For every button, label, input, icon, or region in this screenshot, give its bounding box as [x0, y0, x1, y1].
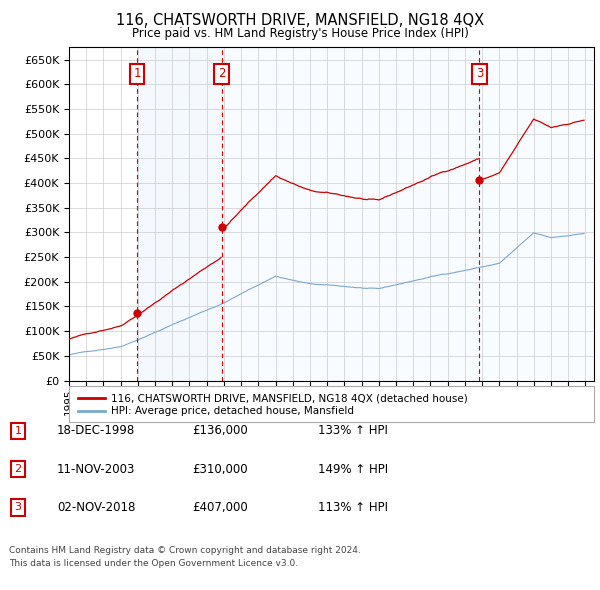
Bar	[137, 47, 221, 381]
Text: 1: 1	[133, 67, 141, 80]
Text: 1: 1	[14, 426, 22, 435]
Text: 2: 2	[218, 67, 225, 80]
Text: 133% ↑ HPI: 133% ↑ HPI	[318, 424, 388, 437]
Text: 113% ↑ HPI: 113% ↑ HPI	[318, 501, 388, 514]
Text: Price paid vs. HM Land Registry's House Price Index (HPI): Price paid vs. HM Land Registry's House …	[131, 27, 469, 40]
Text: Contains HM Land Registry data © Crown copyright and database right 2024.: Contains HM Land Registry data © Crown c…	[9, 546, 361, 555]
Text: HPI: Average price, detached house, Mansfield: HPI: Average price, detached house, Mans…	[111, 407, 354, 416]
Text: 116, CHATSWORTH DRIVE, MANSFIELD, NG18 4QX (detached house): 116, CHATSWORTH DRIVE, MANSFIELD, NG18 4…	[111, 394, 468, 403]
Text: 18-DEC-1998: 18-DEC-1998	[57, 424, 135, 437]
Text: This data is licensed under the Open Government Licence v3.0.: This data is licensed under the Open Gov…	[9, 559, 298, 568]
Text: £407,000: £407,000	[192, 501, 248, 514]
Text: 3: 3	[14, 503, 22, 512]
Text: 3: 3	[476, 67, 483, 80]
Text: 02-NOV-2018: 02-NOV-2018	[57, 501, 136, 514]
Text: £310,000: £310,000	[192, 463, 248, 476]
Bar	[221, 47, 479, 381]
Text: 2: 2	[14, 464, 22, 474]
Text: 116, CHATSWORTH DRIVE, MANSFIELD, NG18 4QX: 116, CHATSWORTH DRIVE, MANSFIELD, NG18 4…	[116, 13, 484, 28]
Text: £136,000: £136,000	[192, 424, 248, 437]
Text: 11-NOV-2003: 11-NOV-2003	[57, 463, 136, 476]
Text: 149% ↑ HPI: 149% ↑ HPI	[318, 463, 388, 476]
Bar	[479, 47, 594, 381]
